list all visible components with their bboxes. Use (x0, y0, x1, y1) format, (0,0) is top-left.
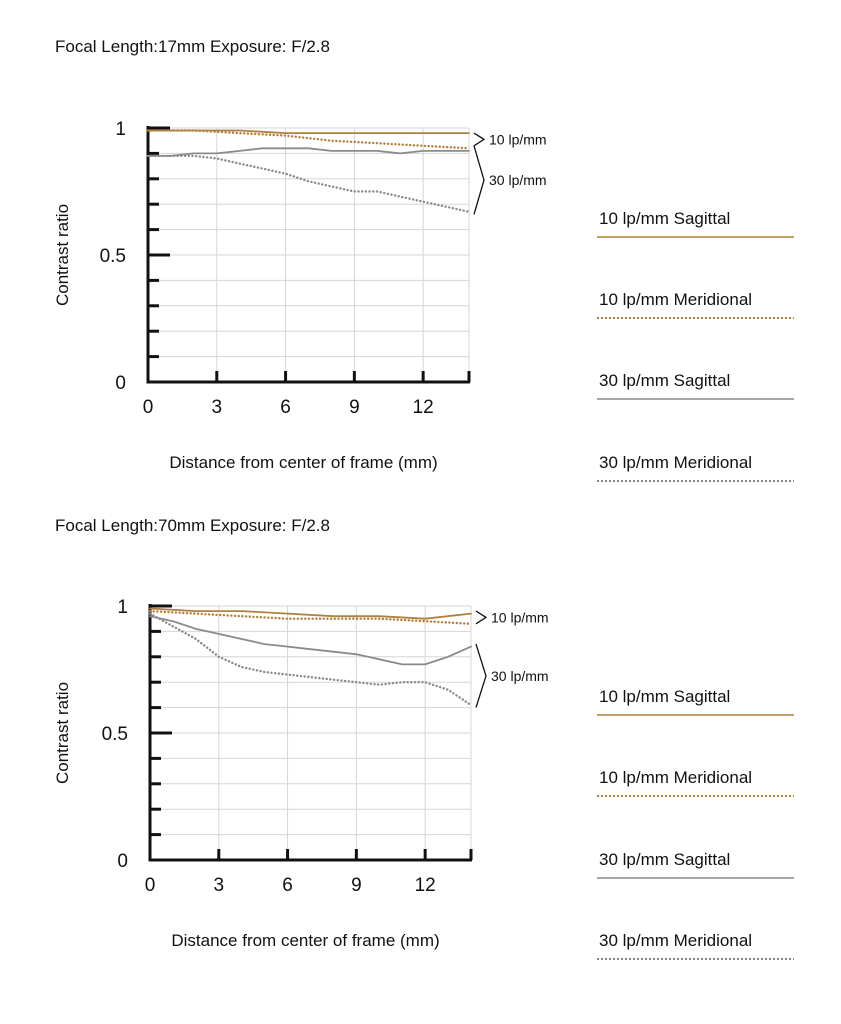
y-axis-label: Contrast ratio (53, 204, 72, 306)
legend: 10 lp/mm Sagittal 10 lp/mm Meridional 30 l… (597, 687, 794, 960)
legend-label: 30 lp/mm Sagittal (599, 850, 730, 869)
legend-label: 10 lp/mm Sagittal (599, 687, 730, 706)
x-tick-label: 9 (351, 875, 362, 896)
annotation-label: 30 lp/mm (489, 172, 547, 188)
series-line-30-lp-mm-meridional (146, 154, 471, 214)
x-tick-label: 9 (349, 397, 360, 418)
annotation-label: 10 lp/mm (491, 609, 549, 625)
x-tick-label: 12 (413, 397, 434, 418)
y-tick-label: 0 (117, 851, 128, 872)
legend: 10 lp/mm Sagittal 10 lp/mm Meridional 30 l… (597, 209, 794, 482)
annotation-label: 10 lp/mm (489, 131, 547, 147)
y-axis-label: Contrast ratio (53, 682, 72, 784)
annotation-bracket (475, 610, 488, 625)
annotation-bracket (473, 132, 486, 147)
series-line-10-lp-mm-sagittal (149, 607, 472, 620)
legend-label: 10 lp/mm Meridional (599, 768, 752, 787)
mtf-chart-2: Focal Length:70mm Exposure: F/2.8 0 0.5 1 0 3… (53, 516, 794, 960)
x-tick-label: 3 (211, 397, 222, 418)
annotation-label: 30 lp/mm (491, 668, 549, 684)
x-tick-label: 6 (280, 397, 291, 418)
chart-title: Focal Length:70mm Exposure: F/2.8 (55, 516, 330, 535)
series-line-10-lp-mm-sagittal (147, 129, 470, 135)
annotation-bracket (475, 643, 487, 708)
legend-label: 10 lp/mm Meridional (599, 290, 752, 309)
y-tick-label: 1 (117, 597, 128, 618)
y-tick-label: 0.5 (100, 246, 126, 267)
legend-label: 30 lp/mm Meridional (599, 453, 752, 472)
series-line-30-lp-mm-sagittal (147, 147, 470, 157)
y-tick-label: 1 (115, 119, 126, 140)
x-tick-label: 0 (145, 875, 156, 896)
legend-label: 30 lp/mm Sagittal (599, 371, 730, 390)
legend-label: 30 lp/mm Meridional (599, 931, 752, 950)
x-tick-label: 12 (415, 875, 436, 896)
chart-title: Focal Length:17mm Exposure: F/2.8 (55, 37, 330, 56)
x-axis-label: Distance from center of frame (mm) (171, 931, 439, 950)
x-axis-label: Distance from center of frame (mm) (169, 453, 437, 472)
y-tick-label: 0.5 (102, 724, 128, 745)
annotation-bracket (473, 145, 485, 215)
grid (150, 605, 472, 860)
x-tick-label: 0 (143, 397, 154, 418)
y-tick-label: 0 (115, 373, 126, 394)
series-line-10-lp-mm-meridional (148, 609, 473, 625)
legend-label: 10 lp/mm Sagittal (599, 209, 730, 228)
series-line-30-lp-mm-sagittal (149, 615, 472, 666)
x-tick-label: 3 (213, 875, 224, 896)
grid (148, 127, 470, 382)
mtf-chart-1: Focal Length:17mm Exposure: F/2.8 0 0.5 1 0 3… (53, 37, 794, 482)
series-line-30-lp-mm-meridional (148, 612, 473, 707)
x-tick-label: 6 (282, 875, 293, 896)
